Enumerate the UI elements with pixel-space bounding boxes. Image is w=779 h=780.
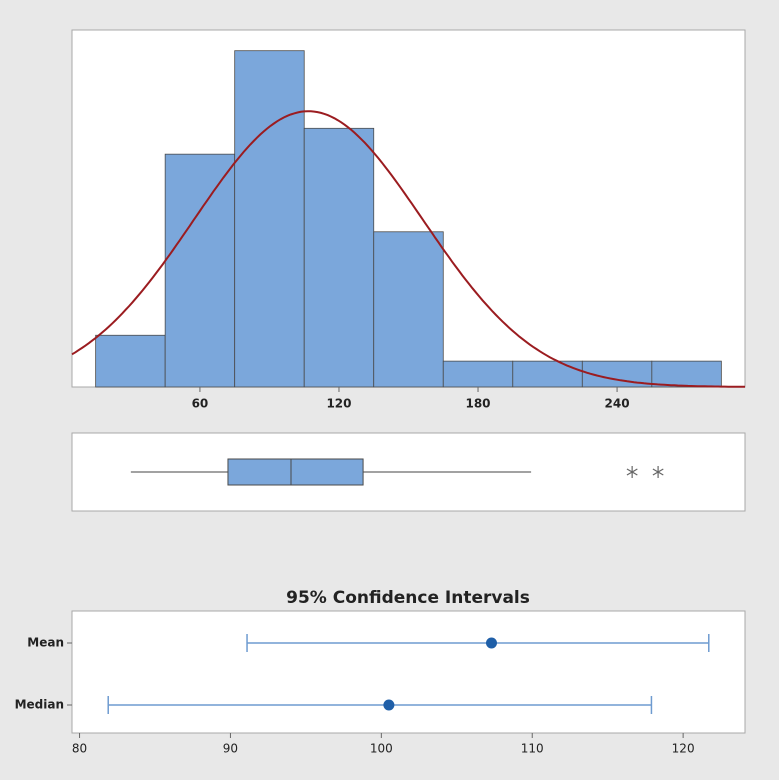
outlier bbox=[652, 466, 664, 478]
histogram-bar bbox=[95, 334, 166, 388]
x-tick-label: 120 bbox=[326, 397, 351, 411]
histogram-bar bbox=[164, 153, 236, 388]
box bbox=[227, 458, 364, 486]
histogram-bar bbox=[651, 360, 722, 388]
x-tick-label: 180 bbox=[465, 397, 490, 411]
normal-curve bbox=[71, 110, 745, 388]
histogram-bar bbox=[442, 360, 514, 388]
x-tick-label: 110 bbox=[521, 742, 544, 756]
category-label: Mean bbox=[27, 636, 64, 650]
outlier-stroke bbox=[652, 468, 664, 476]
x-tick-label: 60 bbox=[192, 397, 209, 411]
category-label: Median bbox=[15, 698, 64, 712]
x-tick-label: 120 bbox=[672, 742, 695, 756]
x-tick-label: 80 bbox=[72, 742, 87, 756]
outlier bbox=[626, 466, 638, 478]
estimate-point bbox=[485, 637, 497, 649]
estimate-point bbox=[383, 699, 395, 711]
x-tick-label: 240 bbox=[605, 397, 630, 411]
interval-frame bbox=[71, 610, 746, 734]
x-tick-label: 100 bbox=[370, 742, 393, 756]
histogram-bar bbox=[512, 360, 583, 388]
x-tick-label: 90 bbox=[223, 742, 238, 756]
histogram-bar bbox=[373, 231, 444, 388]
outlier-stroke bbox=[626, 468, 638, 476]
histogram-bar bbox=[234, 50, 305, 388]
interval-title: 95% Confidence Intervals bbox=[286, 588, 530, 608]
histogram-bar bbox=[303, 127, 375, 388]
